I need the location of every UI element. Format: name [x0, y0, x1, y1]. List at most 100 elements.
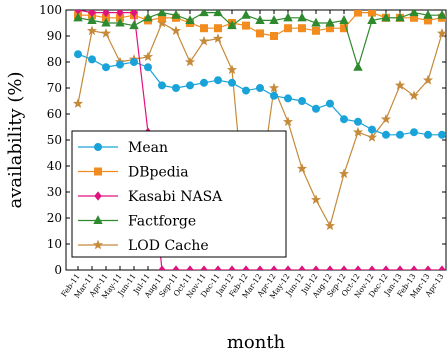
data-point-kasabi-nasa — [312, 265, 320, 270]
data-point-lod-cache — [436, 28, 446, 38]
data-point-dbpedia — [311, 26, 320, 35]
data-point-factforge — [185, 15, 195, 24]
data-point-mean — [367, 125, 376, 134]
y-tick-label: 20 — [47, 211, 62, 225]
data-point-kasabi-nasa — [438, 265, 446, 270]
data-point-mean — [171, 84, 180, 93]
data-point-kasabi-nasa — [256, 265, 264, 270]
data-point-lod-cache — [72, 98, 84, 108]
series-line-kasabi-nasa — [77, 10, 442, 270]
data-point-kasabi-nasa — [228, 265, 236, 270]
data-point-lod-cache — [422, 74, 434, 85]
data-point-lod-cache — [86, 25, 98, 36]
data-point-dbpedia — [297, 24, 306, 33]
data-point-lod-cache — [408, 90, 420, 101]
y-tick-label: 90 — [47, 29, 62, 43]
data-point-lod-cache — [394, 80, 406, 90]
x-axis: Feb-11Mar-11Apr-11May-11Jun-11Jul-11Aug-… — [59, 10, 446, 300]
data-point-kasabi-nasa — [354, 265, 362, 270]
data-point-factforge — [73, 12, 83, 22]
y-axis-title: availability (%) — [5, 72, 26, 209]
data-point-kasabi-nasa — [382, 265, 390, 270]
legend-marker — [92, 239, 104, 250]
y-tick-label: 80 — [47, 55, 62, 69]
data-point-mean — [353, 117, 362, 126]
legend-box — [71, 130, 287, 258]
data-point-kasabi-nasa — [172, 265, 180, 270]
legend-label: Mean — [128, 140, 168, 156]
data-point-dbpedia — [283, 24, 292, 33]
data-point-lod-cache — [296, 163, 308, 173]
data-point-lod-cache — [268, 82, 280, 93]
y-tick-label: 0 — [54, 263, 62, 277]
data-point-kasabi-nasa — [102, 10, 110, 18]
data-point-lod-cache — [338, 168, 350, 179]
legend-entry-factforge: Factforge — [78, 214, 196, 230]
series-layer — [72, 10, 446, 270]
data-point-factforge — [381, 12, 391, 22]
data-point-kasabi-nasa — [242, 265, 250, 270]
y-tick-label: 70 — [47, 81, 62, 95]
data-point-kasabi-nasa — [284, 265, 292, 270]
data-point-mean — [241, 86, 250, 95]
data-point-kasabi-nasa — [368, 265, 376, 270]
data-point-mean — [437, 130, 446, 139]
data-point-factforge — [353, 61, 363, 71]
y-tick-label: 50 — [47, 133, 62, 147]
legend-marker — [94, 191, 102, 201]
data-point-mean — [409, 128, 418, 137]
data-point-kasabi-nasa — [298, 265, 306, 270]
data-point-lod-cache — [282, 116, 294, 127]
data-point-mean — [116, 60, 125, 69]
data-point-dbpedia — [339, 24, 348, 33]
data-point-factforge — [409, 10, 419, 17]
series-line-mean — [77, 53, 442, 136]
data-point-mean — [227, 78, 236, 87]
series-factforge — [73, 10, 446, 71]
data-point-factforge — [87, 15, 97, 24]
data-point-lod-cache — [212, 33, 224, 43]
data-point-factforge — [283, 12, 293, 22]
legend-marker — [93, 215, 103, 225]
data-point-factforge — [297, 12, 307, 22]
data-point-kasabi-nasa — [214, 265, 222, 270]
data-point-kasabi-nasa — [158, 265, 166, 270]
data-point-factforge — [129, 20, 139, 30]
data-point-mean — [129, 58, 138, 67]
data-point-factforge — [241, 10, 251, 19]
data-point-lod-cache — [184, 56, 196, 67]
data-point-dbpedia — [255, 29, 264, 38]
data-point-kasabi-nasa — [130, 10, 138, 18]
data-point-factforge — [311, 17, 321, 27]
data-point-factforge — [157, 10, 167, 17]
data-point-factforge — [255, 15, 265, 24]
series-kasabi-nasa — [74, 10, 446, 270]
data-point-kasabi-nasa — [186, 265, 194, 270]
data-point-kasabi-nasa — [410, 265, 418, 270]
data-point-mean — [102, 63, 111, 72]
data-point-mean — [88, 55, 97, 64]
legend-entry-mean: Mean — [78, 140, 168, 156]
data-point-mean — [74, 50, 83, 59]
data-point-dbpedia — [199, 24, 208, 33]
data-point-lod-cache — [366, 132, 378, 142]
data-point-factforge — [227, 20, 237, 30]
y-axis: 0 10 20 30 40 50 60 70 80 90 100 — [39, 3, 446, 277]
x-axis-title: month — [227, 332, 286, 353]
data-point-lod-cache — [380, 113, 392, 124]
data-point-kasabi-nasa — [116, 10, 124, 18]
data-point-mean — [395, 130, 404, 139]
data-point-lod-cache — [352, 126, 364, 137]
data-point-lod-cache — [100, 28, 112, 38]
y-tick-label: 10 — [47, 237, 62, 251]
data-point-kasabi-nasa — [270, 265, 278, 270]
data-point-factforge — [115, 17, 125, 27]
data-point-mean — [213, 76, 222, 85]
y-tick-label: 60 — [47, 107, 62, 121]
legend-label: Factforge — [128, 214, 196, 230]
data-point-factforge — [437, 10, 446, 19]
data-point-kasabi-nasa — [200, 265, 208, 270]
data-point-mean — [325, 99, 334, 108]
legend-entry-dbpedia: DBpedia — [78, 165, 189, 181]
data-point-mean — [255, 84, 264, 93]
